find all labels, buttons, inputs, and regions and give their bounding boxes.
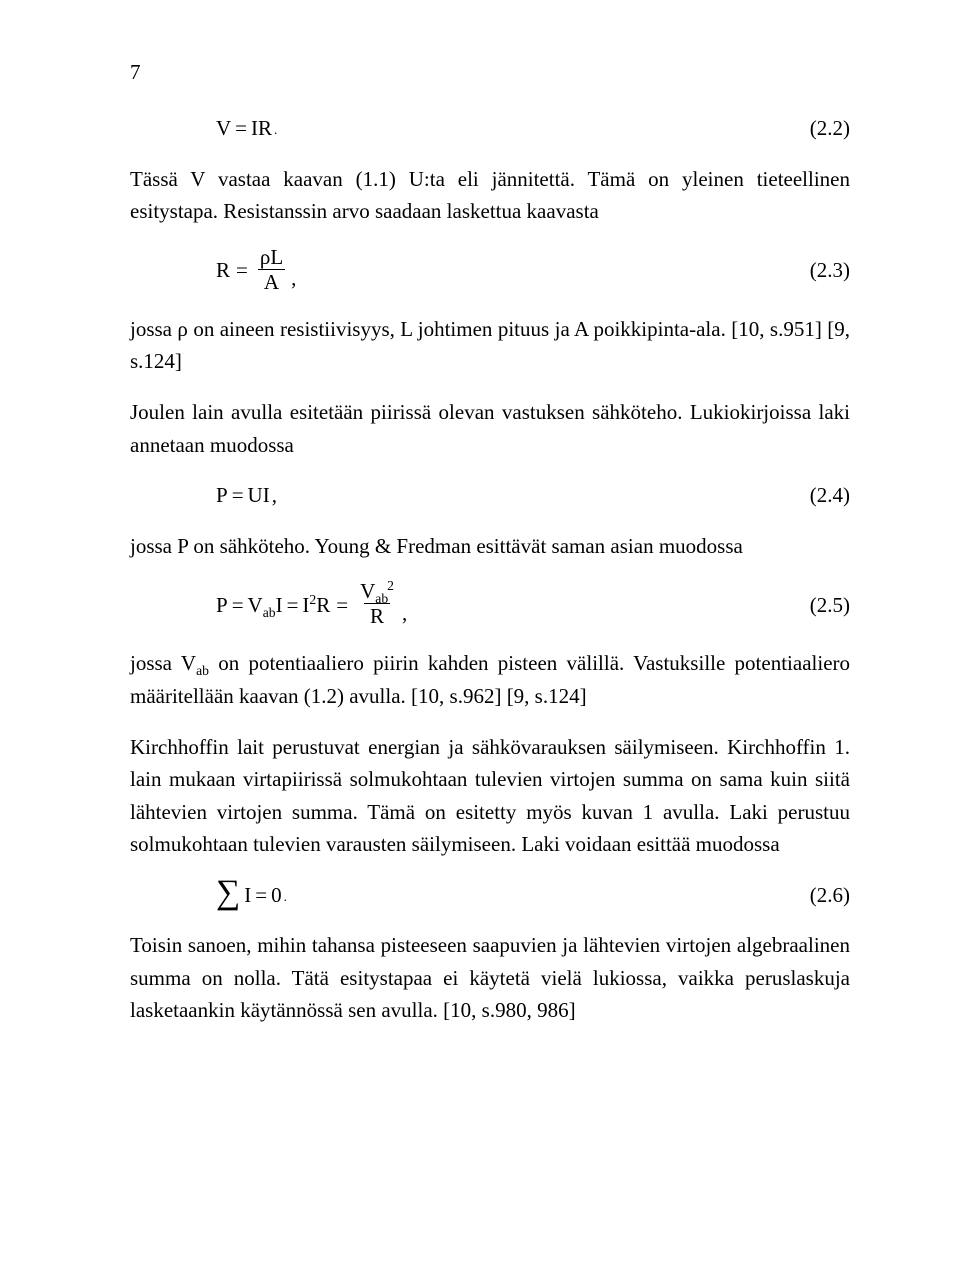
eq-term-i2r: I2R bbox=[302, 589, 330, 622]
equation-number: (2.6) bbox=[790, 879, 850, 912]
symbol-i: I bbox=[244, 879, 251, 912]
inline-subscript-ab: ab bbox=[196, 664, 209, 679]
paragraph-7: Toisin sanoen, mihin tahansa pisteeseen … bbox=[130, 929, 850, 1027]
fraction-denominator: R bbox=[364, 603, 390, 629]
eq-equals: = bbox=[228, 479, 248, 512]
equation-number: (2.3) bbox=[790, 254, 850, 287]
fraction-numerator: ρL bbox=[256, 246, 287, 269]
equation-number: (2.2) bbox=[790, 112, 850, 145]
fraction: Vab2 R bbox=[356, 580, 398, 629]
paragraph-4: jossa P on sähköteho. Young & Fredman es… bbox=[130, 530, 850, 563]
paragraph-5: jossa Vab on potentiaaliero piirin kahde… bbox=[130, 647, 850, 712]
symbol-v: V bbox=[248, 593, 263, 617]
symbol-i: I bbox=[276, 589, 283, 622]
eq-lhs: R bbox=[216, 254, 230, 287]
paragraph-5-text-a: jossa bbox=[130, 651, 181, 675]
equation-number: (2.4) bbox=[790, 479, 850, 512]
inline-symbol-v: V bbox=[181, 651, 196, 675]
equation-body: V = IR . bbox=[216, 112, 790, 145]
eq-comma: , bbox=[400, 597, 407, 630]
paragraph-1: Tässä V vastaa kaavan (1.1) U:ta eli jän… bbox=[130, 163, 850, 228]
equation-body: ∑ I = 0 . bbox=[216, 879, 790, 912]
eq-dot: . bbox=[282, 887, 287, 907]
fraction-numerator: Vab2 bbox=[356, 580, 398, 603]
equation-2-2: V = IR . (2.2) bbox=[130, 112, 850, 145]
eq-equals: = bbox=[330, 589, 354, 622]
page-number: 7 bbox=[130, 56, 141, 89]
equation-2-5: P = Vab I = I2R = Vab2 R , (2.5) bbox=[130, 580, 850, 629]
equation-2-3: R = ρL A , (2.3) bbox=[130, 246, 850, 295]
eq-lhs: P bbox=[216, 589, 228, 622]
eq-equals: = bbox=[283, 589, 303, 622]
eq-rhs: 0 bbox=[271, 879, 282, 912]
eq-equals: = bbox=[228, 589, 248, 622]
eq-lhs: V bbox=[216, 112, 231, 145]
eq-rhs: IR bbox=[251, 112, 272, 145]
eq-equals: = bbox=[231, 112, 251, 145]
superscript-2: 2 bbox=[387, 578, 394, 593]
page-body: V = IR . (2.2) Tässä V vastaa kaavan (1.… bbox=[130, 112, 850, 1027]
equation-2-6: ∑ I = 0 . (2.6) bbox=[130, 879, 850, 912]
fraction-denominator: A bbox=[258, 269, 285, 295]
eq-comma: , bbox=[289, 262, 296, 295]
paragraph-3: Joulen lain avulla esitetään piirissä ol… bbox=[130, 396, 850, 461]
fraction: ρL A bbox=[256, 246, 287, 295]
paragraph-6: Kirchhoffin lait perustuvat energian ja … bbox=[130, 731, 850, 861]
paragraph-2: jossa ρ on aineen resistiivisyys, L joht… bbox=[130, 313, 850, 378]
equation-2-4: P = UI , (2.4) bbox=[130, 479, 850, 512]
equation-number: (2.5) bbox=[790, 589, 850, 622]
eq-lhs: P bbox=[216, 479, 228, 512]
symbol-v: V bbox=[360, 579, 375, 603]
equation-body: R = ρL A , bbox=[216, 246, 790, 295]
eq-dot: . bbox=[272, 120, 277, 140]
equation-body: P = Vab I = I2R = Vab2 R , bbox=[216, 580, 790, 629]
symbol-r: R bbox=[316, 593, 330, 617]
eq-comma: , bbox=[270, 479, 277, 512]
equation-body: P = UI , bbox=[216, 479, 790, 512]
paragraph-5-text-c: on potentiaaliero piirin kahden pisteen … bbox=[130, 651, 850, 708]
eq-equals: = bbox=[230, 254, 254, 287]
eq-rhs: UI bbox=[248, 479, 270, 512]
eq-term-vab: Vab bbox=[248, 589, 276, 622]
eq-equals: = bbox=[251, 879, 271, 912]
subscript-ab: ab bbox=[263, 605, 276, 620]
